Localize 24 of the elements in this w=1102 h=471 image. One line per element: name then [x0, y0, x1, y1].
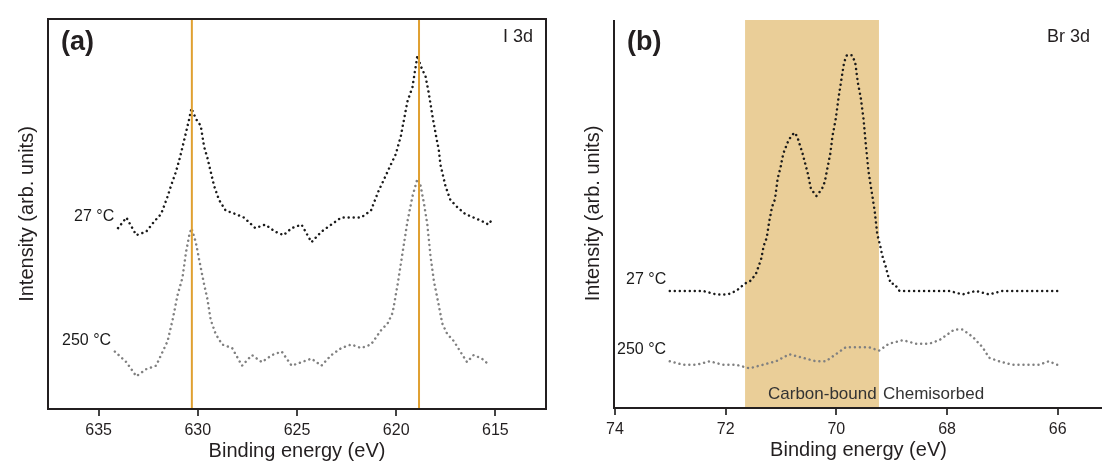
annotation: (b) [627, 26, 662, 56]
annotation: (a) [61, 26, 94, 56]
x-tick-label: 625 [283, 421, 311, 439]
x-axis-title: Binding energy (eV) [770, 438, 947, 461]
x-tick-label: 70 [827, 420, 846, 438]
series-label: 250 °C [617, 340, 667, 357]
x-tick-label: 630 [184, 421, 212, 439]
y-axis-title: Intensity (arb. units) [15, 126, 37, 302]
x-tick-label: 635 [85, 421, 113, 439]
x-tick-label: 620 [382, 421, 410, 439]
x-tick-label: 72 [716, 420, 735, 438]
y-axis-title: Intensity (arb. units) [581, 125, 603, 302]
x-tick-label: 615 [482, 421, 509, 439]
band-label: Carbon-bound [768, 384, 877, 403]
series-label: 27 °C [626, 270, 667, 287]
x-tick-label: 66 [1048, 420, 1067, 438]
x-axis-title: Binding energy (eV) [208, 439, 386, 462]
x-tick-label: 68 [938, 420, 957, 438]
series-label: 250 °C [62, 331, 112, 348]
series-label: 27 °C [74, 207, 115, 224]
annotation: Chemisorbed [883, 384, 985, 403]
text: I 3d [503, 26, 534, 46]
x-tick-label: 74 [606, 420, 624, 438]
text: Br 3d [1047, 26, 1091, 46]
